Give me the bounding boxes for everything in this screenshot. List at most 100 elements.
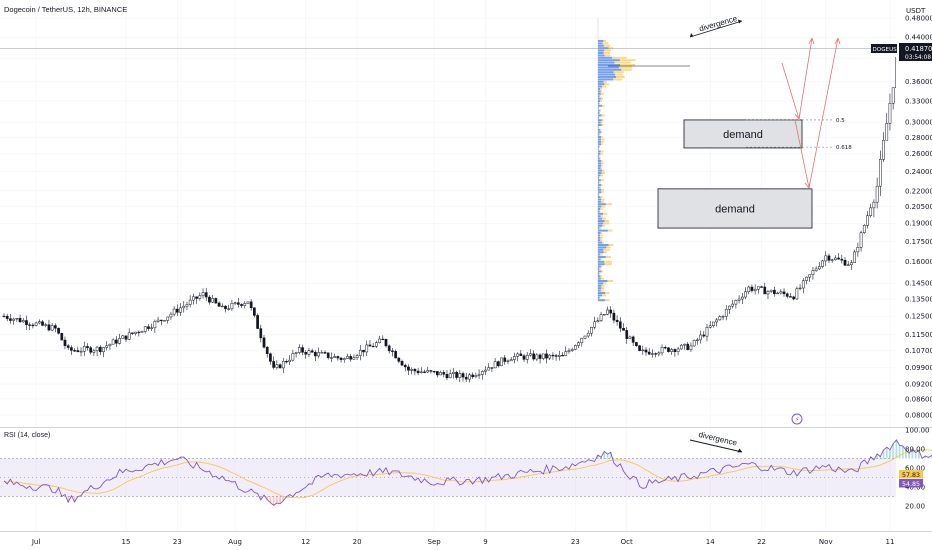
demand-zone-lower[interactable]: demand [657, 188, 813, 229]
candle-body [358, 349, 362, 356]
current-price-value: 0.41870 [905, 45, 932, 53]
candle-body [423, 371, 426, 373]
candle-body [888, 103, 892, 124]
candle-body [214, 298, 218, 304]
fib-levels: 0.5 0.618 [746, 118, 852, 151]
candle-body [750, 286, 754, 291]
candle-body [346, 356, 349, 359]
candle-body [204, 292, 208, 298]
candle-body [134, 331, 137, 334]
candle-body [830, 259, 834, 261]
candle-body [413, 369, 417, 372]
candle-body [288, 359, 292, 363]
candle-body [169, 313, 173, 318]
price-tick-label: 0.24000 [905, 168, 932, 176]
candle-body [118, 338, 121, 344]
candle-body [554, 355, 558, 357]
candle-body [641, 349, 645, 352]
candle-body [211, 298, 215, 303]
candle-body [660, 347, 664, 354]
time-tick-label: 9 [483, 538, 487, 546]
candle-body [102, 347, 105, 353]
candle-body [590, 326, 593, 334]
candle-body [333, 356, 336, 358]
candle-body [625, 330, 629, 339]
time-tick-label: 23 [571, 538, 580, 546]
candle-body [468, 374, 471, 380]
price-tick-label: 0.09900 [905, 364, 932, 372]
candle-body [336, 356, 340, 359]
candle-body [583, 335, 587, 339]
candle-body [885, 123, 889, 141]
candle-body [163, 320, 166, 322]
candle-body [352, 357, 356, 360]
rsi-value: 54.85 [902, 481, 920, 488]
candle-body [323, 352, 327, 354]
time-tick-label: 15 [122, 538, 131, 546]
candle-body [15, 318, 19, 320]
candle-body [448, 373, 452, 379]
price-tick-label: 0.30000 [905, 119, 932, 127]
candle-body [25, 320, 28, 325]
price-axis[interactable]: USDT 0.480000.440000.400000.360000.33000… [896, 0, 932, 427]
candle-body [638, 345, 641, 351]
candle-body [814, 268, 818, 271]
candle-body [744, 291, 747, 298]
candle-body [240, 304, 243, 306]
candle-body [564, 351, 568, 356]
candle-body [89, 347, 93, 353]
price-tick-label: 0.10700 [905, 347, 932, 355]
candle-body [297, 347, 301, 353]
candle-body [86, 346, 89, 348]
candle-body [37, 321, 41, 324]
candle-body [326, 352, 330, 358]
demand-zone-upper[interactable]: demand [683, 119, 803, 149]
candle-body [824, 255, 828, 262]
candle-body [635, 342, 638, 346]
candle-body [397, 357, 401, 362]
candle-body [410, 369, 414, 371]
candle-body [108, 343, 112, 347]
time-axis[interactable]: Jul1523Aug1220Sep923Oct1422Nov1119Dec923 [0, 531, 932, 547]
bar-countdown: 03:54:08 [905, 55, 931, 61]
rsi-tick-label: 100.00 [905, 426, 930, 434]
rsi-pane[interactable]: RSI (14, close) divergence 100.00 80.00 60… [0, 426, 932, 510]
price-tick-label: 0.36000 [905, 78, 932, 86]
candle-body [265, 346, 269, 354]
candle-body [808, 274, 812, 278]
candle-body [307, 350, 311, 355]
candle-body [384, 338, 388, 347]
candle-body [757, 286, 760, 290]
candle-body [731, 303, 735, 307]
candle-body [416, 370, 420, 374]
candle-body [882, 140, 885, 160]
chart-title: Dogecoin / TetherUS, 12h, BINANCE [4, 5, 127, 14]
candle-body [615, 319, 619, 322]
candle-body [105, 345, 109, 348]
price-tick-label: 0.13500 [905, 295, 932, 303]
candle-body [769, 289, 773, 292]
candle-body [44, 324, 48, 326]
candle-body [195, 296, 198, 299]
candle-body [702, 334, 706, 337]
candle-body [182, 305, 186, 309]
price-tick-label: 0.20500 [905, 203, 932, 211]
candle-body [419, 371, 423, 374]
candle-body [853, 251, 856, 263]
candle-body [586, 333, 590, 337]
candle-body [577, 342, 580, 346]
candle-body [429, 370, 433, 372]
candle-body [525, 354, 529, 360]
candle-body [253, 307, 256, 316]
time-tick-label: Jul [31, 538, 41, 546]
candle-body [150, 327, 154, 329]
rsi-value-badges: 57.83 54.85 [899, 470, 923, 488]
candle-body [872, 201, 876, 209]
candle-body [776, 292, 779, 295]
candle-body [269, 353, 272, 362]
candle-body [670, 349, 674, 352]
candle-body [159, 319, 163, 322]
rsi-ma-line [3, 449, 932, 499]
candle-body [484, 369, 487, 372]
